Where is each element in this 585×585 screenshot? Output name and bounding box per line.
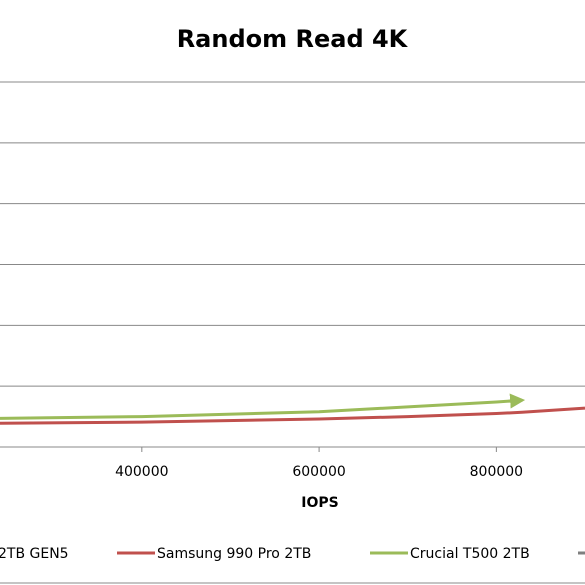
legend-label: 2TB GEN5 bbox=[0, 546, 69, 562]
series-line bbox=[0, 406, 585, 425]
series-line bbox=[0, 393, 526, 420]
legend-label: Crucial T500 2TB bbox=[410, 546, 530, 562]
x-tick-label: 400000 bbox=[115, 464, 168, 480]
x-axis-label: IOPS bbox=[301, 495, 338, 511]
legend-label: Samsung 990 Pro 2TB bbox=[157, 546, 311, 562]
x-tick-label: 800000 bbox=[470, 464, 523, 480]
chart-title: Random Read 4K bbox=[177, 25, 409, 53]
x-tick-label: 600000 bbox=[292, 464, 345, 480]
